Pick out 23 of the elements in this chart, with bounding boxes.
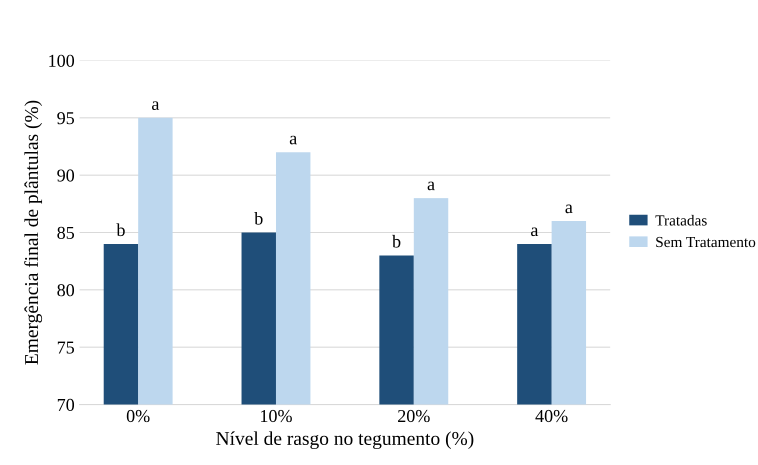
data-label: b (116, 223, 125, 236)
y-tick-label: 80 (57, 284, 74, 296)
y-tick-label: 70 (58, 398, 74, 411)
legend-label: Tratadas (655, 214, 707, 226)
y-tick-label: 75 (58, 342, 74, 354)
data-label: a (428, 182, 435, 190)
data-label: a (152, 101, 160, 110)
y-tick-label: 90 (57, 169, 74, 182)
y-tick-label: 100 (49, 54, 74, 67)
y-tick-label: 95 (57, 112, 74, 124)
x-tick-label: 10% (261, 410, 292, 422)
legend-label: Sem Tratamento (656, 236, 756, 248)
x-axis-title: Nível de rasgo no tegumento (%) (216, 431, 474, 450)
y-axis-title: Emergência final de plântulas (%) (24, 100, 42, 365)
x-tick-label: 40% (535, 410, 568, 422)
data-label: a (565, 204, 573, 214)
data-label: a (290, 136, 297, 144)
y-tick-label: 85 (57, 226, 74, 239)
x-tick-label: 20% (398, 410, 430, 422)
data-label: b (254, 212, 263, 225)
data-label: a (531, 227, 538, 236)
data-label: b (392, 234, 400, 248)
x-tick-label: 0% (126, 410, 150, 422)
